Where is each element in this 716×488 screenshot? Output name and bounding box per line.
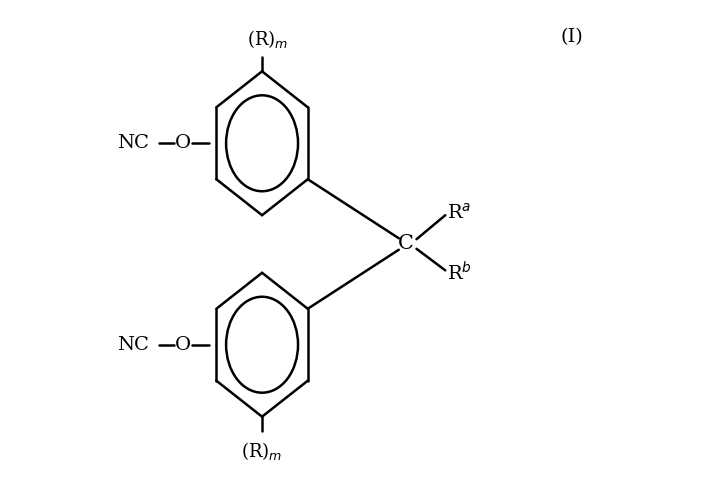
Text: C: C [398,235,414,253]
Text: R$^{a}$: R$^{a}$ [447,203,471,223]
Text: O: O [175,336,191,354]
Text: O: O [175,134,191,152]
Text: (R)$_{m}$: (R)$_{m}$ [247,28,289,50]
Text: R$^{b}$: R$^{b}$ [447,261,472,285]
Text: NC: NC [117,134,150,152]
Text: (R)$_{m}$: (R)$_{m}$ [241,440,283,462]
Text: NC: NC [117,336,150,354]
Text: (I): (I) [561,28,584,46]
